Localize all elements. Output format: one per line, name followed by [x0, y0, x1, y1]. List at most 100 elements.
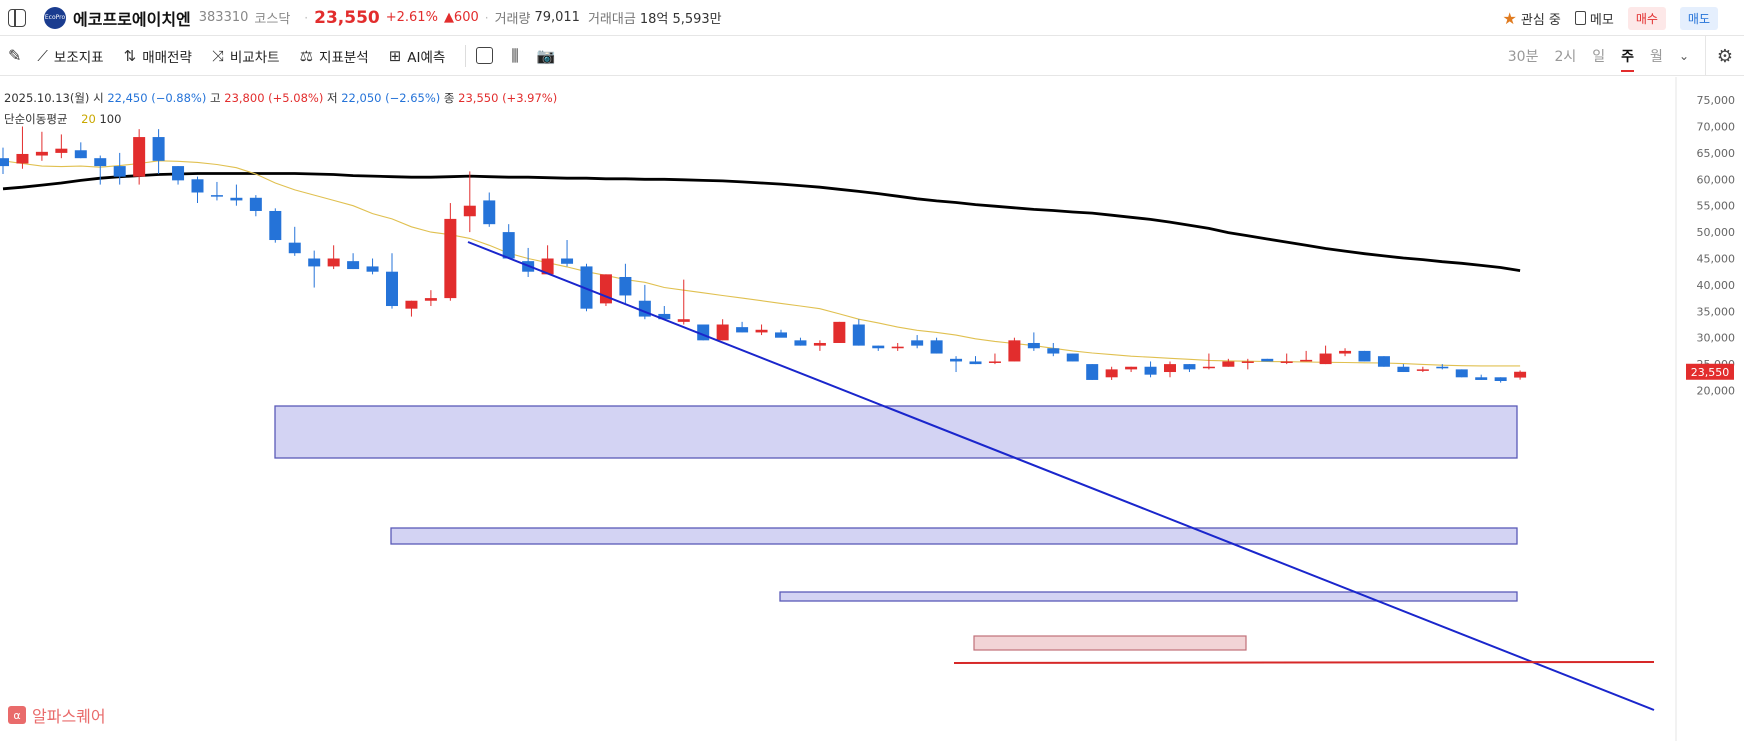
candle [94, 155, 107, 185]
candlestick-icon[interactable]: ⫼ [511, 45, 519, 65]
candle-body [930, 340, 943, 354]
trade-value: 18억 5,593만 [639, 12, 722, 27]
toolbar-strategy[interactable]: ⇅ 매매전략 [124, 46, 192, 66]
timeframe-month[interactable]: 월 [1650, 49, 1663, 65]
trade-value-label: 거래대금 [587, 12, 636, 27]
alphasquare-logo-icon: α [8, 706, 26, 724]
candle [1280, 353, 1293, 365]
candle-body [1047, 348, 1060, 354]
candle-body [794, 340, 807, 346]
candle [950, 356, 963, 373]
toolbar-ai[interactable]: ⊞ AI예측 [389, 46, 446, 66]
pencil-icon[interactable]: ✎ [8, 46, 22, 65]
market-label: 코스닥 [254, 12, 291, 27]
candle-body [1086, 364, 1099, 380]
candle-body [969, 361, 982, 365]
candle-body [658, 313, 671, 320]
candle-body [891, 346, 904, 349]
timeframe-30m[interactable]: 30분 [1507, 49, 1539, 65]
sell-button[interactable]: 매도 [1679, 6, 1718, 30]
strategy-icon: ⇅ [123, 46, 137, 65]
watermark-icon-text: α [13, 708, 21, 722]
candlesticks [0, 126, 1527, 383]
candle [55, 134, 68, 159]
candle-body [424, 298, 437, 301]
candle-body [619, 276, 632, 296]
toolbar-indicator[interactable]: ⟋ 보조지표 [37, 46, 103, 66]
price-axis-label: 45,000 [1697, 253, 1736, 266]
resistance-zone [274, 405, 1518, 459]
gear-icon[interactable]: ⚙ [1705, 36, 1744, 76]
support-line [953, 661, 1655, 664]
ma20-legend: 20 [81, 112, 96, 126]
chevron-down-icon[interactable]: ⌄ [1678, 49, 1689, 63]
change-amount: ▲600 [443, 10, 479, 25]
sidebar-toggle-icon[interactable] [8, 8, 26, 27]
timeframe-2h[interactable]: 2시 [1554, 49, 1577, 65]
company-logo: EcoPro [44, 6, 66, 29]
watchlist-button[interactable]: ★ 관심 중 [1503, 9, 1561, 28]
support-zone [973, 635, 1247, 651]
toolbar-compare[interactable]: ⤨ 비교차트 [212, 46, 280, 66]
candle [658, 306, 671, 320]
candle-body [1183, 364, 1196, 370]
buy-button[interactable]: 매수 [1627, 6, 1666, 30]
camera-icon[interactable]: 📷 [536, 46, 556, 65]
square-icon[interactable] [476, 47, 494, 64]
candle-body [366, 266, 379, 272]
toolbar-analysis-label: 지표분석 [319, 49, 369, 66]
candle-body [1300, 359, 1313, 362]
high-label: 고 [210, 91, 221, 105]
candle-body [444, 218, 457, 299]
candle-body [172, 166, 185, 181]
volume-value: 79,011 [534, 10, 580, 25]
timeframe-week[interactable]: 주 [1621, 46, 1635, 72]
candle-body [1241, 361, 1254, 363]
separator-dot: · [304, 10, 309, 25]
stock-code: 383310 [198, 10, 249, 25]
candle-body [775, 332, 787, 338]
candle [288, 226, 301, 256]
candle [327, 245, 340, 270]
candle-body [308, 258, 321, 267]
candle-body [405, 300, 418, 309]
toolbar-analysis[interactable]: ⚖ 지표분석 [300, 46, 369, 66]
candle [1008, 337, 1021, 362]
candle [1416, 366, 1429, 373]
open-value: 22,450 (−0.88%) [107, 91, 207, 105]
candle-body [1066, 353, 1079, 362]
memo-button[interactable]: 메모 [1574, 9, 1614, 28]
candle [755, 324, 768, 336]
candle-body [1280, 361, 1293, 363]
candle-body [133, 137, 146, 177]
candle [152, 129, 165, 175]
candle [561, 240, 574, 267]
candle [444, 203, 457, 301]
downtrend-line [467, 241, 1655, 711]
candle [1300, 350, 1313, 362]
candle-body [483, 200, 496, 225]
price-axis-label: 35,000 [1697, 305, 1736, 318]
header-left: EcoPro 에코프로에이치엔 383310 코스닥 · 23,550 +2.6… [0, 0, 730, 36]
toolbar-indicator-label: 보조지표 [53, 49, 104, 66]
candle [483, 192, 496, 227]
current-price: 23,550 [314, 7, 380, 28]
candle [852, 319, 865, 346]
annotation-lines [467, 241, 1655, 711]
candle-body [1008, 340, 1021, 362]
timeframe-selector: 30분 2시 일 주 월 ⌄ ⚙ [1508, 36, 1744, 76]
watchlist-label: 관심 중 [1520, 12, 1561, 28]
candle [833, 321, 846, 343]
resistance-zone [779, 591, 1518, 602]
timeframe-day[interactable]: 일 [1592, 49, 1606, 65]
candle-body [852, 324, 865, 346]
candle [969, 356, 982, 365]
candle [1144, 361, 1157, 378]
candle-body [580, 266, 593, 309]
candle [716, 319, 729, 341]
candle [1475, 374, 1488, 380]
star-icon: ★ [1502, 8, 1517, 28]
candle-body [210, 195, 223, 197]
candle-body [347, 261, 360, 270]
